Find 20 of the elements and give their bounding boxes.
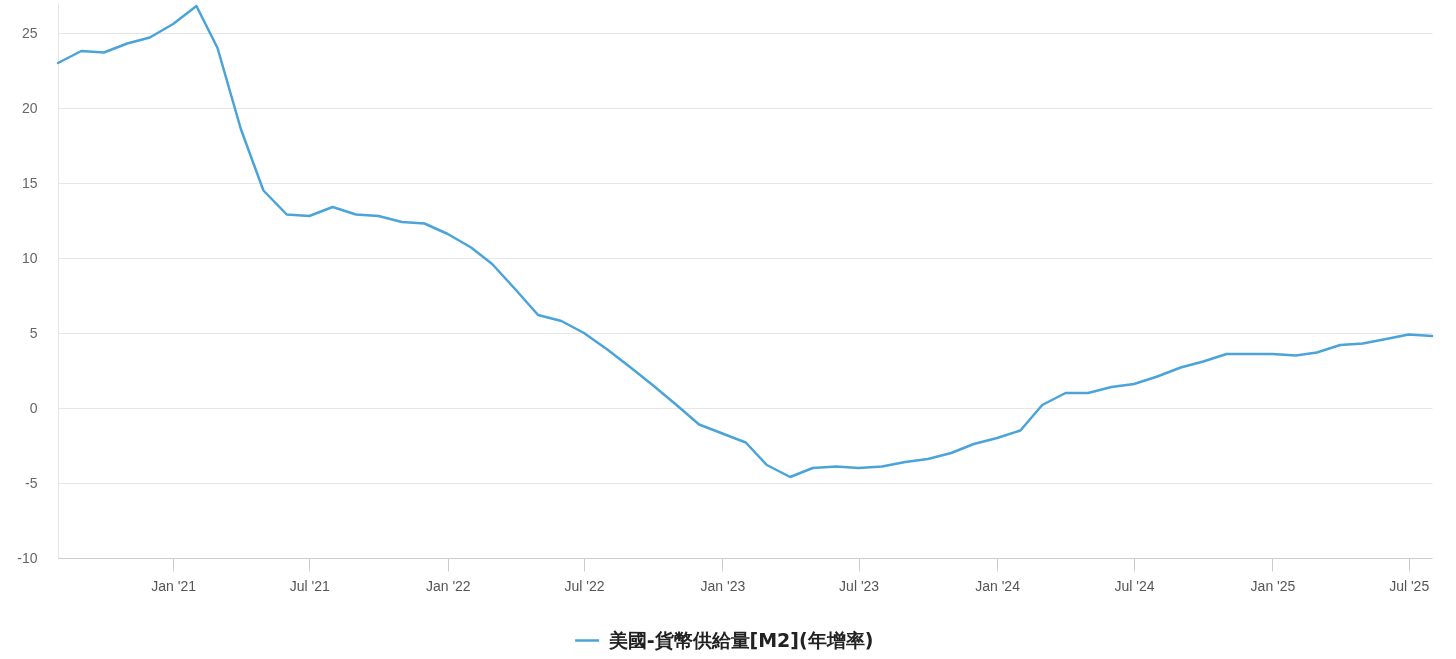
x-tick-label: Jan '25 xyxy=(1250,577,1296,594)
line-series xyxy=(56,4,1434,479)
y-tick-label: -10 xyxy=(17,549,38,566)
y-tick-label: 20 xyxy=(21,99,38,116)
x-tick-label: Jul '25 xyxy=(1389,577,1430,594)
y-tick-label: 0 xyxy=(29,399,38,416)
y-tick-label: 5 xyxy=(29,324,38,341)
x-tick-label: Jan '22 xyxy=(425,577,471,594)
x-tick-label: Jul '22 xyxy=(564,577,605,594)
x-tick-label: Jan '24 xyxy=(975,577,1021,594)
y-tick-label: 15 xyxy=(21,174,38,191)
x-tick-label: Jan '23 xyxy=(700,577,746,594)
x-tick-label: Jul '24 xyxy=(1114,577,1155,594)
y-tick-label: 25 xyxy=(21,24,38,41)
x-tick-label: Jul '21 xyxy=(289,577,331,594)
x-tick-label: Jan '21 xyxy=(151,577,197,594)
x-tick-label: Jul '23 xyxy=(839,577,880,594)
legend-label: 美國-貨幣供給量[M2](年增率) xyxy=(607,628,874,651)
y-tick-label: -5 xyxy=(25,474,38,491)
y-tick-label: 10 xyxy=(21,249,38,266)
